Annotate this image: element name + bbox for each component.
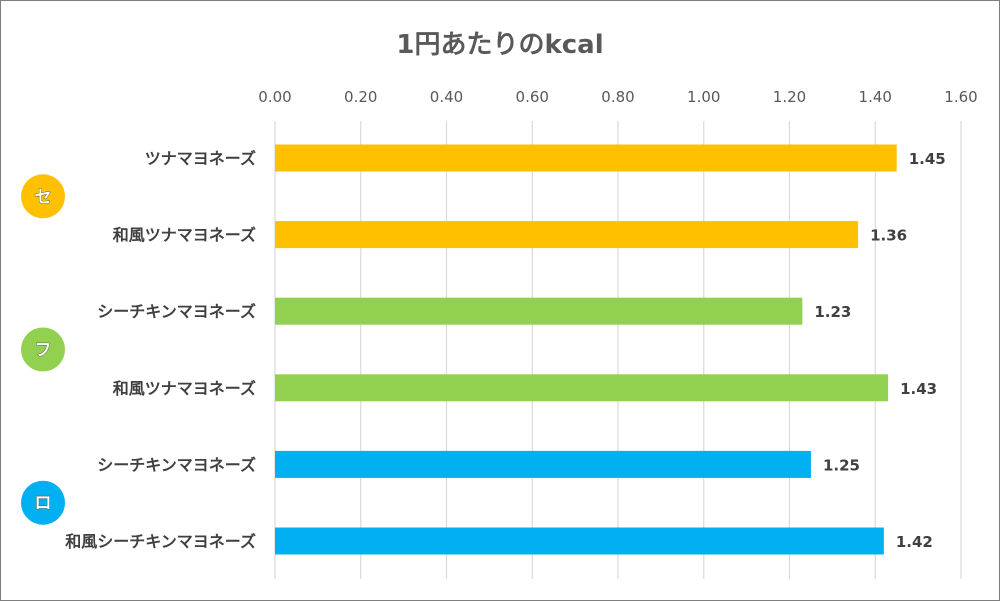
x-tick-label: 0.60: [516, 88, 549, 106]
group-badges: セフロ: [21, 174, 65, 525]
group-badge: フ: [21, 327, 65, 372]
x-tick-label: 1.60: [944, 88, 977, 106]
bars: [275, 144, 897, 555]
category-label: 和風ツナマヨネーズ: [113, 379, 256, 398]
bar: [275, 144, 897, 172]
category-label: 和風シーチキンマヨネーズ: [65, 532, 256, 551]
value-labels: 1.45 1.36 1.23 1.43 1.25 1.42: [814, 150, 945, 551]
group-badge: ロ: [21, 480, 65, 525]
group-badge: セ: [21, 174, 65, 219]
bar: [275, 450, 811, 478]
group-badge-circle: [21, 174, 65, 219]
x-tick-label: 0.00: [258, 88, 291, 106]
category-label: シーチキンマヨネーズ: [97, 455, 256, 474]
group-badge-label: セ: [35, 187, 52, 207]
bar-value-label: 1.45: [909, 150, 946, 168]
category-label: ツナマヨネーズ: [145, 149, 256, 168]
x-tick-label: 0.20: [344, 88, 377, 106]
group-badge-circle: [21, 327, 65, 372]
bar-value-label: 1.25: [823, 456, 860, 474]
group-badge-label: フ: [35, 341, 52, 361]
x-tick-label: 0.80: [601, 88, 634, 106]
bar: [275, 221, 859, 249]
category-labels: ツナマヨネーズ和風ツナマヨネーズシーチキンマヨネーズ和風ツナマヨネーズシーチキン…: [65, 149, 256, 551]
bar: [275, 527, 884, 555]
group-badge-label: ロ: [35, 494, 52, 514]
bar-value-label: 1.23: [814, 303, 851, 321]
x-tick-label: 1.40: [859, 88, 892, 106]
gridlines: [274, 121, 962, 579]
bar-value-label: 1.43: [900, 380, 937, 398]
bar-value-label: 1.42: [896, 533, 933, 551]
bar: [275, 374, 889, 402]
category-label: 和風ツナマヨネーズ: [113, 226, 256, 245]
bar: [275, 297, 803, 325]
x-tick-label: 1.20: [773, 88, 806, 106]
x-axis-ticks: 0.00 0.20 0.40 0.60 0.80 1.00 1.20 1.40 1.60: [258, 88, 977, 106]
group-badge-circle: [21, 480, 65, 525]
bar-value-label: 1.36: [870, 227, 907, 245]
category-label: シーチキンマヨネーズ: [97, 302, 256, 321]
chart-title: 1円あたりのkcal: [396, 30, 603, 60]
x-tick-label: 0.40: [430, 88, 463, 106]
x-tick-label: 1.00: [687, 88, 720, 106]
